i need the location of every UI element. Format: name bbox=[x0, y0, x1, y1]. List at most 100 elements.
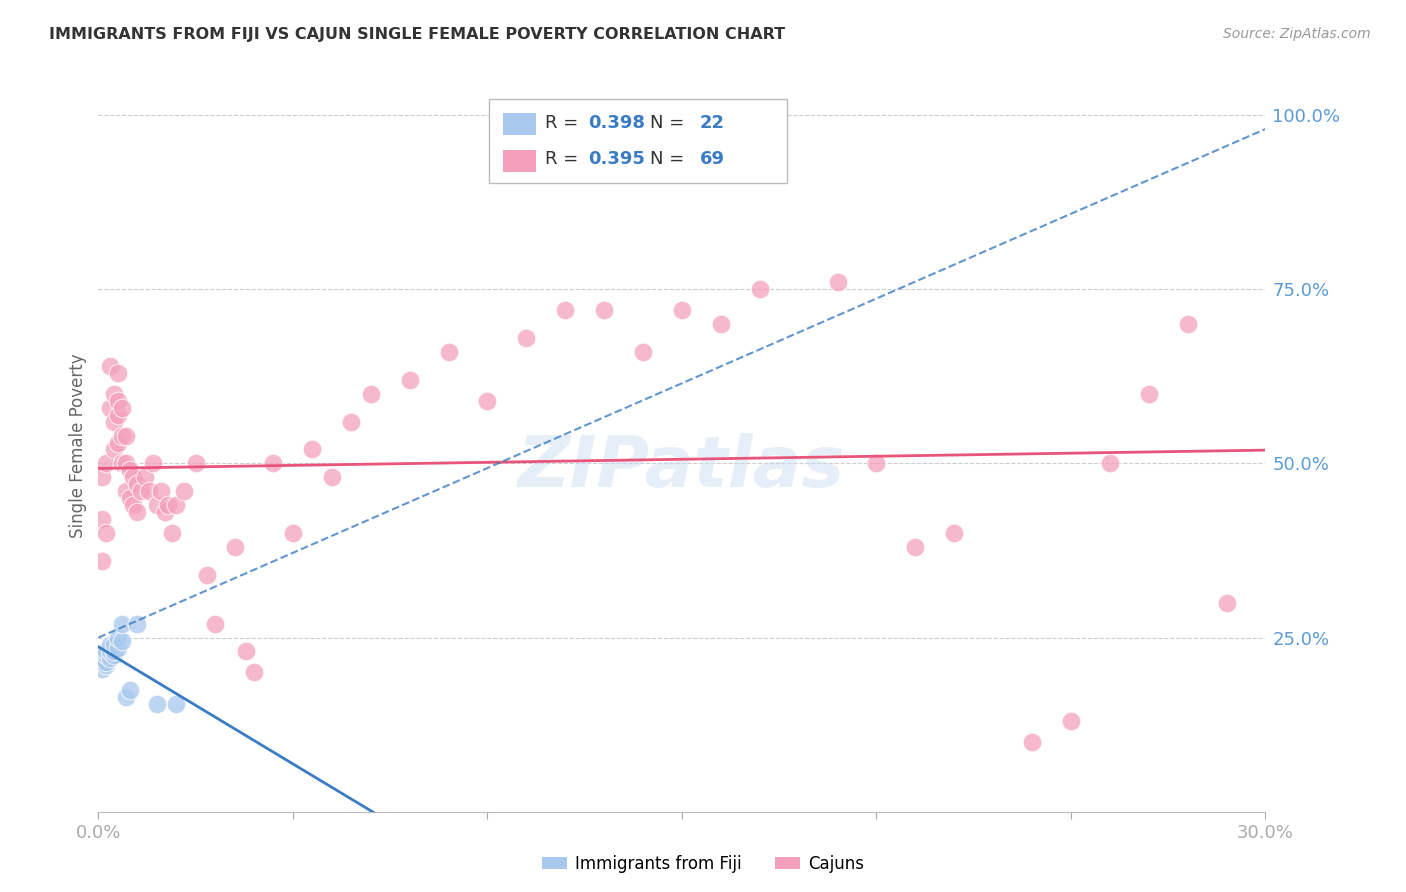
Text: 0.395: 0.395 bbox=[589, 150, 645, 169]
Point bbox=[98, 644, 121, 658]
Point bbox=[114, 428, 136, 442]
Point bbox=[111, 634, 134, 648]
Point bbox=[173, 484, 195, 499]
Point bbox=[554, 303, 576, 318]
Point bbox=[103, 386, 125, 401]
Point bbox=[107, 366, 129, 380]
Point bbox=[118, 463, 141, 477]
Point bbox=[153, 505, 176, 519]
Point bbox=[127, 505, 149, 519]
Point bbox=[262, 457, 284, 471]
Point bbox=[103, 648, 125, 662]
Point bbox=[134, 470, 156, 484]
Point bbox=[157, 498, 180, 512]
Point bbox=[943, 526, 966, 541]
Point bbox=[184, 457, 207, 471]
Text: N =: N = bbox=[651, 113, 690, 132]
Point bbox=[515, 331, 537, 345]
Point bbox=[1098, 457, 1121, 471]
Point bbox=[904, 540, 927, 554]
Text: IMMIGRANTS FROM FIJI VS CAJUN SINGLE FEMALE POVERTY CORRELATION CHART: IMMIGRANTS FROM FIJI VS CAJUN SINGLE FEM… bbox=[49, 27, 786, 42]
Point bbox=[122, 498, 145, 512]
Point bbox=[118, 682, 141, 697]
Y-axis label: Single Female Poverty: Single Female Poverty bbox=[69, 354, 87, 538]
Point bbox=[146, 697, 169, 711]
Point bbox=[118, 491, 141, 506]
Point bbox=[165, 498, 187, 512]
Point bbox=[111, 616, 134, 631]
Legend: Immigrants from Fiji, Cajuns: Immigrants from Fiji, Cajuns bbox=[536, 848, 870, 880]
Point bbox=[1021, 735, 1043, 749]
Point bbox=[1060, 714, 1083, 728]
Point bbox=[146, 498, 169, 512]
Point bbox=[107, 408, 129, 422]
Point bbox=[103, 442, 125, 457]
Point bbox=[96, 648, 118, 662]
Point bbox=[360, 386, 382, 401]
Point bbox=[91, 470, 114, 484]
Point bbox=[235, 644, 257, 658]
Point bbox=[98, 401, 121, 415]
Point bbox=[710, 317, 733, 331]
Bar bbox=[503, 150, 536, 171]
Point bbox=[162, 526, 184, 541]
Point bbox=[114, 457, 136, 471]
Point bbox=[111, 428, 134, 442]
Point bbox=[111, 401, 134, 415]
Point bbox=[111, 457, 134, 471]
Point bbox=[91, 554, 114, 568]
Text: 0.398: 0.398 bbox=[589, 113, 645, 132]
Point bbox=[321, 470, 343, 484]
Point bbox=[195, 567, 218, 582]
Point bbox=[243, 665, 266, 680]
Point bbox=[122, 470, 145, 484]
Point bbox=[437, 345, 460, 359]
Point bbox=[224, 540, 246, 554]
Point bbox=[107, 631, 129, 645]
Point bbox=[138, 484, 160, 499]
Point bbox=[98, 638, 121, 652]
Text: Source: ZipAtlas.com: Source: ZipAtlas.com bbox=[1223, 27, 1371, 41]
Point bbox=[398, 373, 420, 387]
Point bbox=[96, 658, 118, 673]
Point bbox=[91, 651, 114, 665]
Text: R =: R = bbox=[546, 113, 585, 132]
Point bbox=[91, 655, 114, 669]
Point bbox=[671, 303, 693, 318]
Text: N =: N = bbox=[651, 150, 690, 169]
Point bbox=[127, 616, 149, 631]
Point bbox=[98, 651, 121, 665]
Point bbox=[631, 345, 654, 359]
Point bbox=[1137, 386, 1160, 401]
Point bbox=[103, 638, 125, 652]
Text: 22: 22 bbox=[699, 113, 724, 132]
Point bbox=[107, 393, 129, 408]
Point bbox=[107, 435, 129, 450]
Point bbox=[96, 457, 118, 471]
Point bbox=[165, 697, 187, 711]
Point bbox=[91, 662, 114, 676]
Point bbox=[593, 303, 616, 318]
Point bbox=[96, 644, 118, 658]
Point bbox=[103, 415, 125, 429]
Point bbox=[477, 393, 499, 408]
Point bbox=[96, 526, 118, 541]
Text: R =: R = bbox=[546, 150, 585, 169]
Point bbox=[281, 526, 304, 541]
Point bbox=[103, 644, 125, 658]
Point bbox=[127, 477, 149, 491]
Bar bbox=[489, 99, 787, 183]
Point bbox=[107, 640, 129, 655]
Point bbox=[149, 484, 172, 499]
Point bbox=[91, 512, 114, 526]
Point bbox=[865, 457, 887, 471]
Point bbox=[1215, 596, 1237, 610]
Point bbox=[129, 484, 152, 499]
Point bbox=[96, 655, 118, 669]
Point bbox=[204, 616, 226, 631]
Point bbox=[301, 442, 323, 457]
Point bbox=[1177, 317, 1199, 331]
Point bbox=[827, 275, 849, 289]
Point bbox=[114, 484, 136, 499]
Bar bbox=[503, 113, 536, 136]
